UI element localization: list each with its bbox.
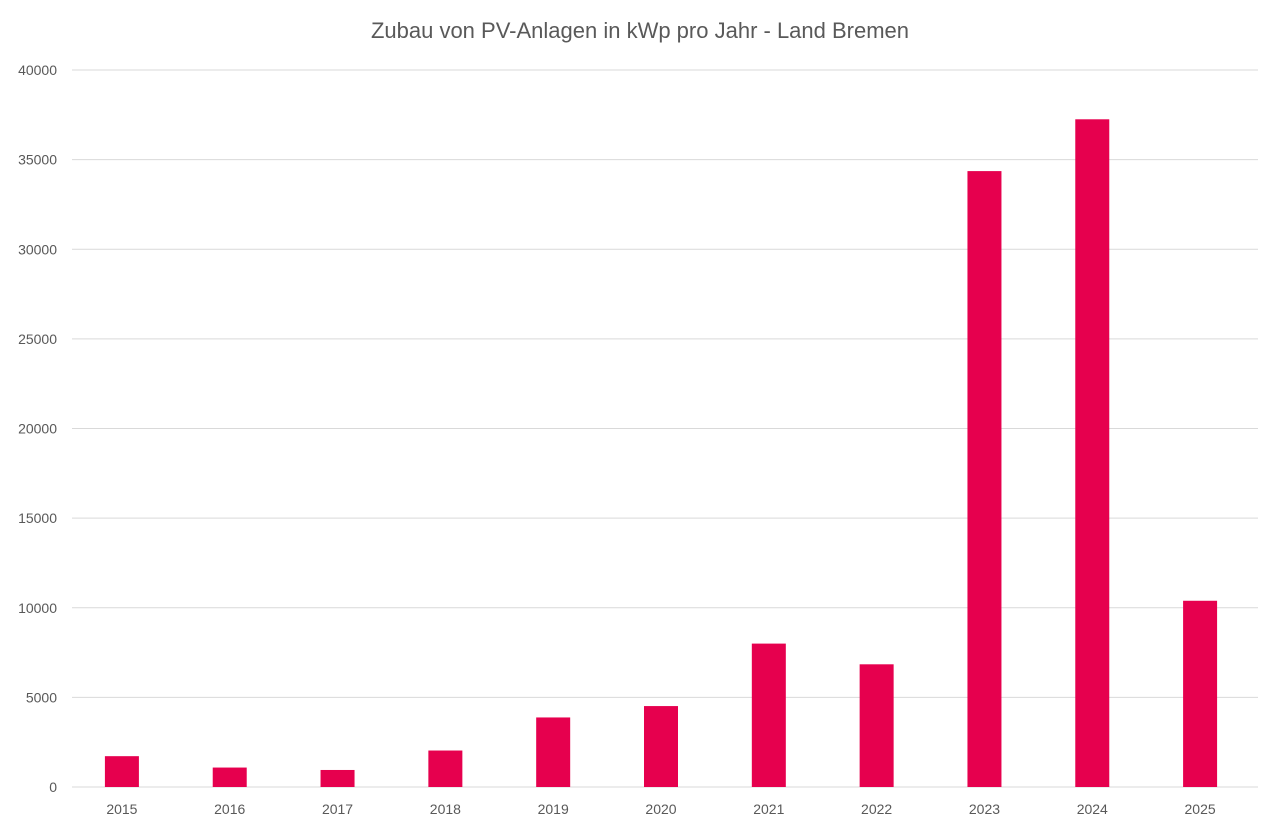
y-tick-label: 40000 <box>18 62 57 78</box>
x-tick-label: 2019 <box>538 801 569 817</box>
bar-2020 <box>644 706 678 787</box>
y-tick-label: 0 <box>49 779 57 795</box>
bar-2018 <box>428 750 463 787</box>
x-tick-label: 2025 <box>1185 801 1216 817</box>
x-tick-label: 2018 <box>430 801 461 817</box>
x-tick-label: 2017 <box>322 801 353 817</box>
bar-2019 <box>536 717 571 787</box>
x-tick-label: 2016 <box>214 801 245 817</box>
bar-2024 <box>1075 119 1110 787</box>
y-tick-label: 20000 <box>18 421 57 437</box>
y-tick-label: 35000 <box>18 152 57 168</box>
x-tick-label: 2024 <box>1077 801 1108 817</box>
x-tick-label: 2020 <box>645 801 676 817</box>
x-tick-label: 2022 <box>861 801 892 817</box>
y-tick-label: 30000 <box>18 241 57 257</box>
y-tick-label: 25000 <box>18 331 57 347</box>
bar-2016 <box>212 767 247 787</box>
bar-2022 <box>859 664 894 787</box>
bar-2015 <box>104 756 139 787</box>
chart-title: Zubau von PV-Anlagen in kWp pro Jahr - L… <box>371 18 909 43</box>
y-tick-label: 10000 <box>18 600 57 616</box>
y-tick-label: 15000 <box>18 510 57 526</box>
bar-2017 <box>320 769 355 787</box>
y-tick-label: 5000 <box>26 689 57 705</box>
bar-2023 <box>967 171 1002 788</box>
bar-2021 <box>751 643 786 787</box>
x-tick-label: 2021 <box>753 801 784 817</box>
x-tick-label: 2015 <box>106 801 137 817</box>
bar-2025 <box>1183 600 1218 787</box>
x-tick-label: 2023 <box>969 801 1000 817</box>
